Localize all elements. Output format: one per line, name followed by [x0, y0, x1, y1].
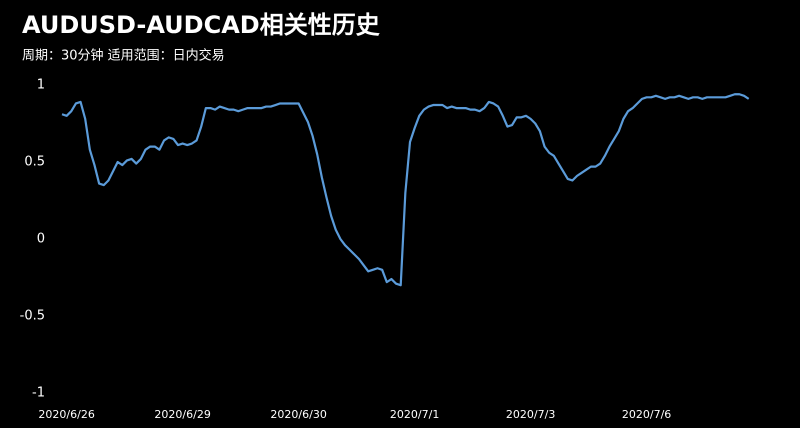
- y-tick-label: -1: [32, 386, 45, 401]
- x-tick-label: 2020/7/3: [506, 408, 555, 421]
- chart-title: AUDUSD-AUDCAD相关性历史: [22, 11, 381, 39]
- y-tick-label: 0: [37, 232, 45, 247]
- x-tick-label: 2020/6/30: [270, 408, 326, 421]
- line: [61, 93, 750, 287]
- x-tick-label: 2020/6/26: [38, 408, 94, 421]
- x-tick-label: 2020/7/1: [390, 408, 439, 421]
- x-tick-label: 2020/7/6: [622, 408, 671, 421]
- chart-subtitle: 周期：30分钟 适用范围：日内交易: [22, 48, 225, 64]
- y-tick-label: 0.5: [24, 155, 45, 170]
- y-tick-label: -0.5: [20, 309, 45, 324]
- y-tick-label: 1: [37, 78, 45, 93]
- x-tick-label: 2020/6/29: [154, 408, 210, 421]
